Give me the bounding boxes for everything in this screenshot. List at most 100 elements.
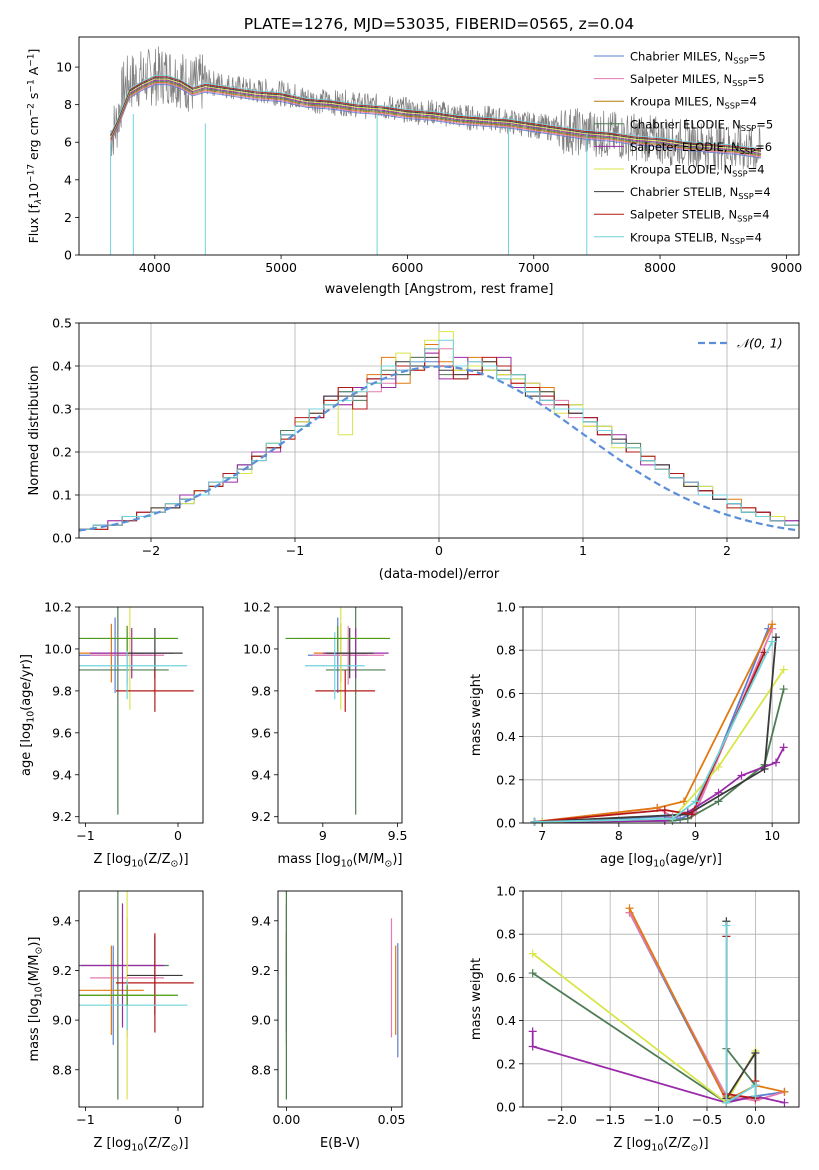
weight-line-1 [534, 628, 774, 823]
y-tick-label: 0.0 [496, 816, 516, 831]
y-tick-label: 1.0 [496, 884, 516, 899]
label-part: =4 [754, 185, 771, 199]
x-tick-label: −1 [286, 543, 304, 558]
weight-line-0 [534, 628, 770, 823]
x-axis-label: age [log10(age/yr)] [600, 852, 722, 869]
label-part: Salpeter STELIB, N [630, 208, 737, 222]
y-tick-label: 0.4 [496, 729, 516, 744]
label-part: )] [178, 1136, 188, 1151]
label-part: −2 [26, 103, 36, 116]
weight-line-6 [534, 637, 777, 823]
weight-marker [625, 904, 634, 913]
label-part: Chabrier MILES, N [630, 50, 733, 64]
y-tick-label: 8 [64, 97, 72, 112]
y-tick-label: 9.0 [251, 1013, 271, 1028]
label-part: age [log [19, 723, 34, 776]
error-bar-point-8 [304, 632, 365, 700]
label-part: SSP [733, 55, 748, 65]
weight-marker [751, 1049, 760, 1057]
weight-marker [528, 969, 537, 978]
weight-marker [687, 810, 696, 819]
normal-reference-curve [79, 365, 799, 532]
weight-marker [714, 762, 723, 771]
histogram-step-8 [79, 339, 799, 530]
mass-age-frame [277, 606, 403, 824]
label-part: mass [log [27, 998, 42, 1061]
z-weight-frame [522, 890, 800, 1108]
y-axis-label: Normed distribution [27, 366, 42, 496]
weight-marker [779, 685, 788, 694]
x-axis-label: (data-model)/error [379, 567, 500, 582]
error-bar-point-4 [80, 903, 165, 1028]
weight-marker [660, 806, 669, 815]
y-axis-label: mass weight [469, 674, 484, 756]
error-bar-point-3 [79, 607, 169, 815]
weight-line-2 [534, 623, 774, 823]
weight-marker [528, 1027, 537, 1036]
label-part: −1 [26, 79, 36, 92]
label-part: 10 [653, 858, 665, 869]
y-axis-label: age [log10(age/yr)] [19, 654, 36, 776]
weight-marker [760, 765, 769, 773]
x-tick-label: 6000 [392, 260, 424, 275]
x-tick-label: 0.0 [745, 1112, 765, 1127]
residuals-frame [78, 322, 800, 539]
y-tick-label: 10 [56, 60, 72, 75]
y-tick-label: 0.0 [52, 531, 72, 546]
y-tick-label: 0.3 [52, 402, 72, 417]
label-part: )] [698, 1136, 708, 1151]
label-part: (age/yr)] [665, 852, 722, 867]
model-line-8 [110, 75, 762, 150]
label-part: Chabrier STELIB, N [630, 185, 738, 199]
weight-marker [772, 758, 780, 767]
label-part: 10 [25, 711, 36, 723]
label-part: −17 [26, 164, 36, 183]
label-part: 10 [131, 858, 143, 869]
model-line-0 [110, 84, 762, 159]
x-tick-label: 8000 [644, 260, 676, 275]
label-part: Flux [f [26, 204, 41, 244]
weight-line-8 [534, 641, 774, 823]
weight-marker [668, 814, 677, 823]
label-part: Chabrier ELODIE, N [630, 117, 741, 131]
weight-marker [528, 1042, 537, 1051]
label-part: Kroupa ELODIE, N [630, 163, 732, 177]
error-bar-point-9 [79, 625, 179, 652]
label-part: )] [27, 937, 42, 947]
label-part: =5 [756, 117, 773, 131]
legend-label: Chabrier MILES, NSSP=5 [630, 50, 766, 66]
label-part: (Z/Z [143, 852, 170, 867]
label-part: SSP [725, 101, 740, 111]
label-part: (M/M [27, 955, 42, 987]
model-line-2 [110, 82, 762, 157]
label-part: ⊙ [171, 1142, 179, 1153]
label-part: 10 [341, 858, 353, 869]
ebv-mass-frame [277, 890, 403, 1108]
x-tick-label: −1.0 [643, 1112, 673, 1127]
label-part: erg cm [26, 116, 41, 164]
spectrum-frame [78, 36, 800, 256]
label-part: 10 [33, 986, 44, 998]
label-part: ⊙ [384, 858, 392, 869]
label-part: 10 [651, 1142, 663, 1153]
label-part: SSP [732, 78, 747, 88]
weight-line-3 [532, 972, 757, 1105]
label-part: Z [log [93, 1136, 131, 1151]
y-tick-label: 0.2 [52, 445, 72, 460]
label-part: SSP [738, 191, 753, 201]
x-axis-label: E(B-V) [320, 1136, 360, 1151]
weight-line-7 [534, 652, 766, 823]
y-tick-label: 2 [64, 210, 72, 225]
model-line-1 [110, 83, 762, 158]
label-part: Z [log [93, 852, 131, 867]
y-tick-label: 4 [64, 172, 72, 187]
x-tick-label: 9 [692, 828, 700, 843]
y-tick-label: 8.8 [251, 1062, 271, 1077]
y-tick-label: 0.8 [496, 927, 516, 942]
y-tick-label: 0.4 [52, 359, 72, 374]
x-tick-label: 9.5 [388, 828, 408, 843]
x-tick-label: 2 [723, 543, 731, 558]
weight-marker [714, 797, 723, 806]
y-tick-label: 9.8 [52, 683, 72, 698]
